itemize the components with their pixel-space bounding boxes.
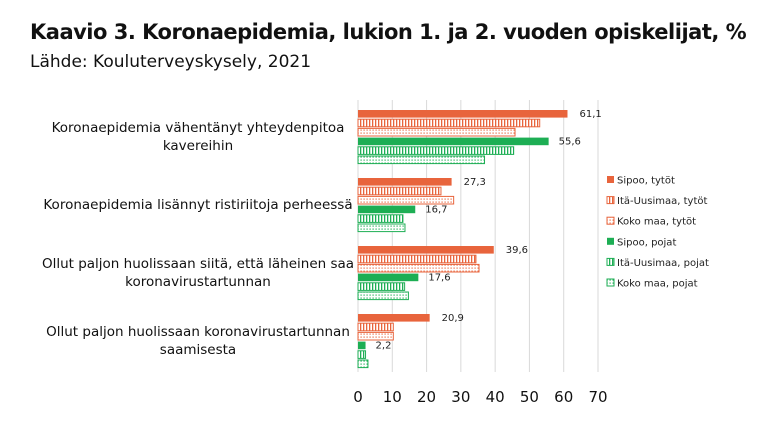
chart-subtitle: Lähde: Kouluterveyskysely, 2021 bbox=[30, 52, 312, 72]
bar bbox=[358, 205, 416, 214]
bar bbox=[357, 127, 516, 137]
legend-swatch bbox=[607, 237, 614, 245]
x-tick-label: 10 bbox=[383, 388, 402, 406]
data-label: 16,7 bbox=[425, 205, 447, 216]
x-tick-label: 20 bbox=[417, 388, 436, 406]
data-label: 17,6 bbox=[428, 273, 450, 284]
data-label: 2,2 bbox=[376, 341, 392, 352]
bar bbox=[357, 254, 477, 264]
x-tick-label: 70 bbox=[588, 388, 607, 406]
x-tick-label: 0 bbox=[353, 388, 363, 406]
bar bbox=[357, 195, 455, 205]
category-label: Koronaepidemia vähentänyt yhteydenpitoa … bbox=[51, 119, 345, 154]
bar bbox=[357, 331, 394, 341]
bar bbox=[358, 178, 452, 186]
legend-swatch bbox=[607, 176, 614, 183]
data-label: 27,3 bbox=[464, 177, 486, 188]
bar bbox=[358, 341, 366, 350]
data-label: 61,1 bbox=[579, 109, 601, 120]
legend-label: Koko maa, tytöt bbox=[617, 217, 696, 228]
chart-title: Kaavio 3. Koronaepidemia, lukion 1. ja 2… bbox=[30, 20, 747, 44]
legend-swatch bbox=[606, 257, 615, 266]
legend-label: Itä-Uusimaa, pojat bbox=[617, 258, 709, 269]
bar bbox=[358, 273, 419, 282]
bar bbox=[357, 155, 486, 165]
legend-label: Itä-Uusimaa, tytöt bbox=[617, 196, 707, 207]
bar bbox=[357, 146, 515, 155]
bar bbox=[357, 359, 369, 369]
category-label: Ollut paljon huolissaan koronavirustartu… bbox=[46, 323, 350, 358]
bar bbox=[357, 118, 541, 128]
bar bbox=[358, 246, 494, 254]
bar bbox=[357, 322, 394, 332]
x-tick-label: 50 bbox=[520, 388, 539, 406]
data-label: 55,6 bbox=[559, 137, 581, 148]
x-tick-label: 40 bbox=[486, 388, 505, 406]
bar bbox=[357, 214, 404, 223]
legend-swatch bbox=[606, 196, 615, 205]
bar bbox=[357, 223, 406, 233]
bar bbox=[357, 186, 442, 196]
x-tick-label: 60 bbox=[554, 388, 573, 406]
legend-label: Sipoo, pojat bbox=[617, 237, 676, 248]
legend-label: Koko maa, pojat bbox=[617, 279, 698, 290]
data-label: 20,9 bbox=[442, 313, 464, 324]
bar bbox=[358, 137, 549, 146]
legend-label: Sipoo, tytöt bbox=[617, 176, 675, 187]
data-label: 39,6 bbox=[506, 245, 528, 256]
bar bbox=[357, 291, 409, 301]
legend-swatch bbox=[606, 278, 615, 287]
bar bbox=[358, 314, 430, 322]
bar bbox=[357, 263, 480, 273]
x-tick-label: 30 bbox=[451, 388, 470, 406]
category-label: Koronaepidemia lisännyt ristiriitoja per… bbox=[43, 196, 353, 213]
legend-swatch bbox=[606, 216, 615, 225]
bar bbox=[358, 110, 568, 118]
bar bbox=[357, 282, 406, 291]
category-label: Ollut paljon huolissaan siitä, että lähe… bbox=[41, 255, 355, 290]
bar bbox=[357, 350, 367, 359]
